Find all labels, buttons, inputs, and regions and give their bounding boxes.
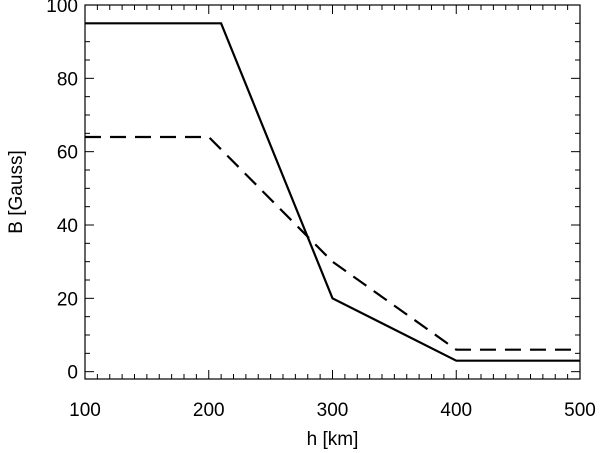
y-tick-label: 100 <box>46 0 78 17</box>
x-tick-label: 400 <box>440 400 472 421</box>
x-tick-label: 100 <box>69 400 101 421</box>
y-tick-label: 0 <box>67 363 78 384</box>
x-tick-label: 300 <box>317 400 349 421</box>
series-line-solid <box>85 22 580 362</box>
series-group <box>85 22 580 362</box>
y-tick-label: 80 <box>57 69 78 90</box>
plot-frame <box>84 4 581 380</box>
y-tick-label: 20 <box>57 289 78 310</box>
y-tick-label: 40 <box>57 216 78 237</box>
axis-ticks <box>84 4 581 379</box>
x-axis-label: h [km] <box>307 429 359 450</box>
y-tick-labels: 0 20 40 60 80 100 <box>46 0 78 384</box>
series-line-dashed <box>85 135 580 351</box>
x-tick-label: 500 <box>564 400 596 421</box>
x-tick-label: 200 <box>193 400 225 421</box>
y-tick-label: 60 <box>57 143 78 164</box>
y-axis-label: B [Gauss] <box>6 150 27 233</box>
x-tick-labels: 100 200 300 400 500 <box>69 400 596 421</box>
